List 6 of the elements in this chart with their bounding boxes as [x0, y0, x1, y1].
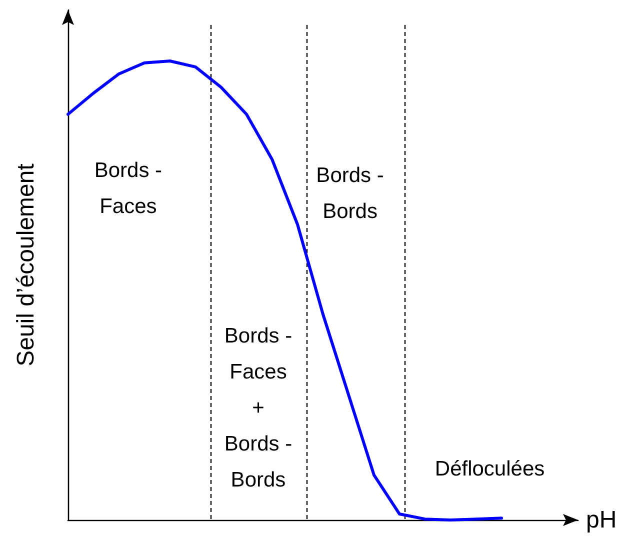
y-axis-title: Seuil d’écoulement	[12, 163, 40, 366]
annotation: Bords - Faces	[94, 159, 162, 218]
x-axis-title: pH	[586, 506, 617, 534]
annotation: Bords - Faces + Bords - Bords	[224, 324, 292, 492]
annotation: Défloculées	[434, 458, 545, 480]
annotation: Bords - Bords	[316, 164, 384, 224]
